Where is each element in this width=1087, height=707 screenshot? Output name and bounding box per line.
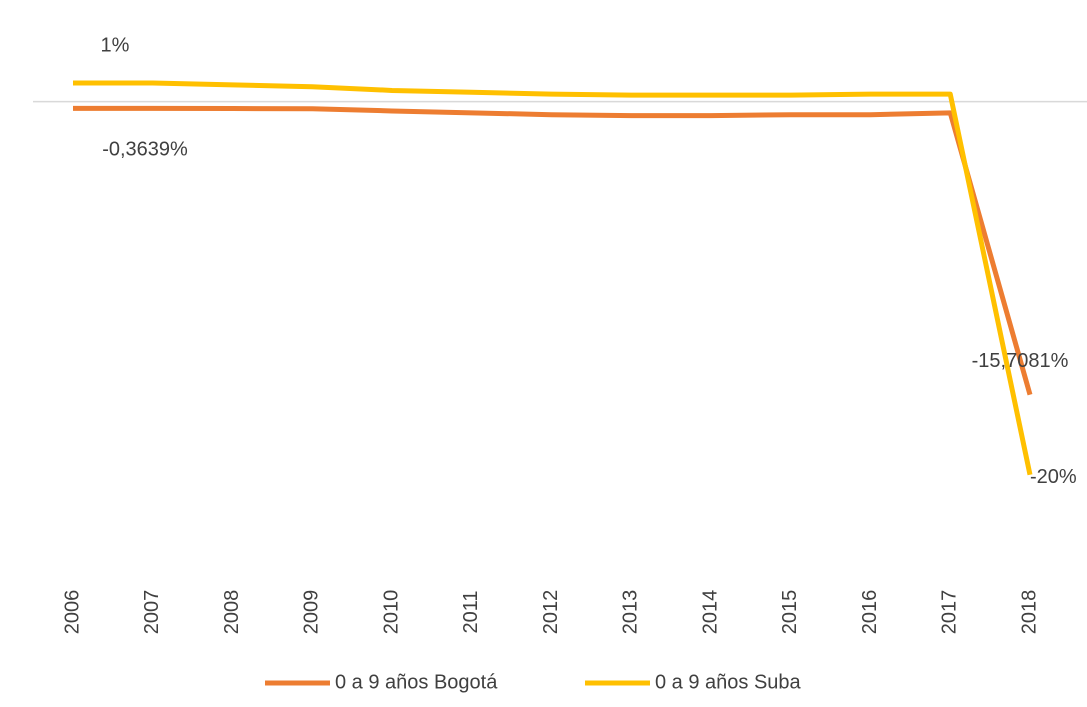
data-label: 1%: [101, 34, 130, 56]
x-tick-label: 2011: [460, 590, 482, 633]
x-tick-label: 2007: [141, 590, 163, 635]
data-label: -0,3639%: [102, 139, 188, 161]
x-tick-label: 2013: [620, 590, 642, 635]
x-tick-label: 2012: [540, 590, 562, 635]
series-line: [73, 80, 1033, 476]
series-line: [72, 105, 1033, 396]
x-tick-label: 2018: [1018, 590, 1040, 635]
x-tick-label: 2014: [699, 590, 721, 635]
data-label: -20%: [1030, 466, 1077, 488]
legend-label: 0 a 9 años Bogotá: [335, 671, 498, 693]
x-tick-label: 2015: [779, 590, 801, 635]
x-tick-label: 2006: [61, 590, 83, 635]
x-tick-label: 2010: [380, 590, 402, 635]
data-label: -15,7081%: [972, 350, 1069, 372]
x-tick-label: 2008: [221, 590, 243, 635]
x-tick-label: 2016: [859, 590, 881, 635]
legend-label: 0 a 9 años Suba: [655, 671, 802, 693]
x-tick-label: 2017: [939, 590, 961, 635]
x-tick-label: 2009: [301, 590, 323, 635]
